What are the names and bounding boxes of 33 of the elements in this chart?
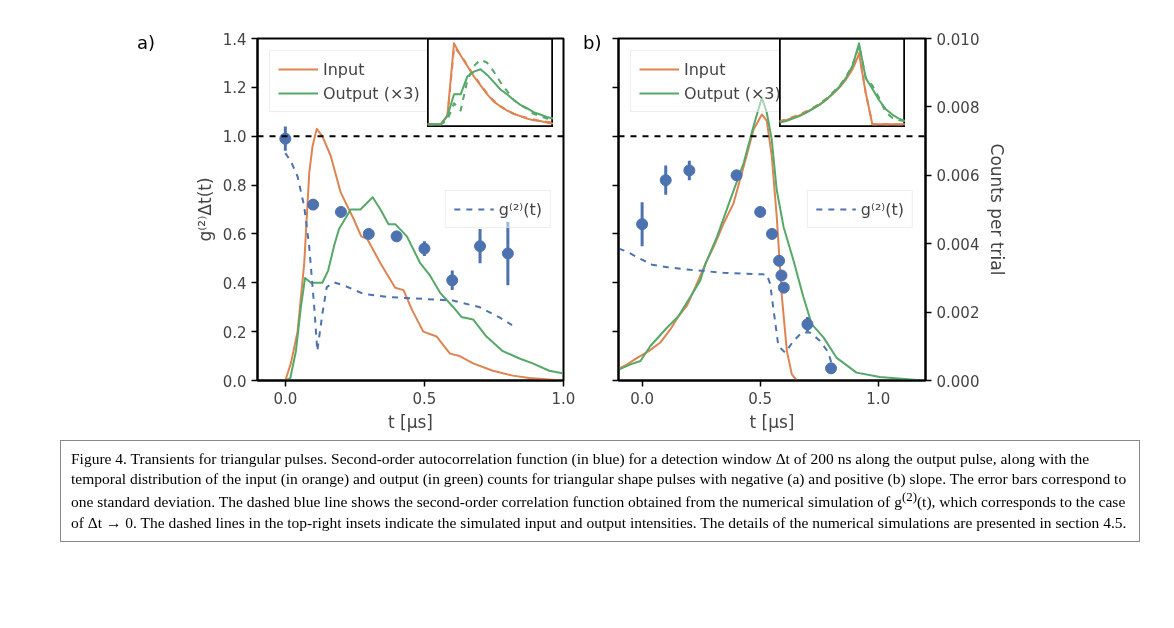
legend-label: g⁽²⁾(t) [860, 199, 904, 219]
x-axis-title: t [μs] [388, 411, 434, 432]
text: 0.008 [936, 98, 980, 117]
legend-label: Output (×3) [323, 83, 420, 103]
x-tick-label: 0.0 [273, 389, 298, 408]
x-tick-label: 1.0 [866, 389, 891, 408]
text: 0.004 [936, 235, 980, 254]
legend-label: g⁽²⁾(t) [498, 199, 542, 219]
y-tick-label: 0.6 [222, 225, 247, 244]
text: b) [583, 31, 602, 55]
text: a) [136, 31, 155, 55]
y-tick-label: 0.4 [222, 274, 247, 293]
y2-axis-title: Counts per trial [987, 143, 1008, 276]
legend-label: Input [684, 59, 726, 79]
text: 0.006 [936, 167, 980, 186]
x-axis-title: t [μs] [749, 411, 795, 432]
legend-label: Output (×3) [684, 83, 781, 103]
y-axis-title: g⁽²⁾Δt(t) [194, 177, 215, 242]
x-tick-label: 0.0 [630, 389, 655, 408]
y-tick-label: 0.8 [222, 177, 247, 196]
x-tick-label: 0.5 [412, 389, 437, 408]
text: 0.000 [936, 372, 980, 391]
y-tick-label: 1.4 [222, 30, 247, 49]
text: 0.002 [936, 304, 980, 323]
x-tick-label: 0.5 [748, 389, 773, 408]
caption: Figure 4. Transients for triangular pulses. Second-order autocorrelation function (in blue) for a detection window Δt of 200 ns along the output pulse, along with the temporal distribution of the input (in orange) and output (in green) counts for triangular shape pulses with negative (a) and positive (b) slope. The error bars correspond to one standard deviation. The dashed blue line shows the second-order correlation function obtained from the numerical simulation of g$^{(2)}$(t), which corresponds to the case of Δt → 0. The dashed lines in the top-right insets indicate the simulated input and output intensities. The details of the numerical simulations are presented in section 4.5. [71, 449, 1128, 533]
y-tick-label: 0.0 [222, 372, 247, 391]
x-tick-label: 1.0 [551, 389, 576, 408]
legend-label: Input [323, 59, 365, 79]
y-tick-label: 1.0 [222, 128, 247, 147]
text: 0.010 [936, 30, 980, 49]
y-tick-label: 1.2 [222, 79, 247, 98]
y-tick-label: 0.2 [222, 323, 247, 342]
